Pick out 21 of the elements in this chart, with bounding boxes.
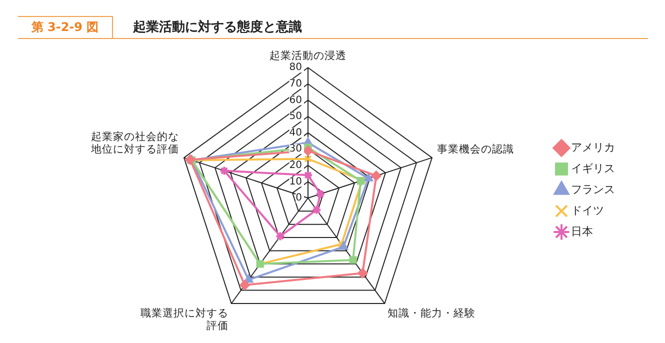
y-tick-label: 70	[289, 78, 302, 90]
spoke-label: 事業機会の認識	[436, 142, 514, 156]
text: 第 3-2-9 図	[18, 16, 113, 38]
spoke-label: 職業選択に対する評価	[140, 306, 228, 332]
legend-label: イギリス	[571, 162, 615, 175]
y-tick-label: 10	[289, 176, 302, 188]
legend-label: 日本	[571, 224, 593, 238]
y-tick-label: 50	[289, 111, 302, 122]
y-tick-label: 30	[289, 144, 302, 155]
y-tick-label: 40	[289, 127, 302, 138]
spoke-label: 知識・能力・経験	[388, 306, 476, 320]
y-tick-label: 80	[289, 62, 302, 74]
chart-title: 起業活動に対する態度と意識	[133, 18, 302, 36]
y-tick-label: 20	[289, 160, 302, 171]
spoke-label: 起業家の社会的な地位に対する評価	[90, 130, 180, 156]
y-tick-label: 60	[289, 94, 302, 106]
legend-label: フランス	[571, 182, 615, 196]
y-tick-label: 0	[296, 192, 302, 204]
legend-label: ドイツ	[571, 204, 604, 217]
legend-label: アメリカ	[571, 140, 615, 154]
spoke-label: 起業活動の浸透	[270, 49, 346, 62]
